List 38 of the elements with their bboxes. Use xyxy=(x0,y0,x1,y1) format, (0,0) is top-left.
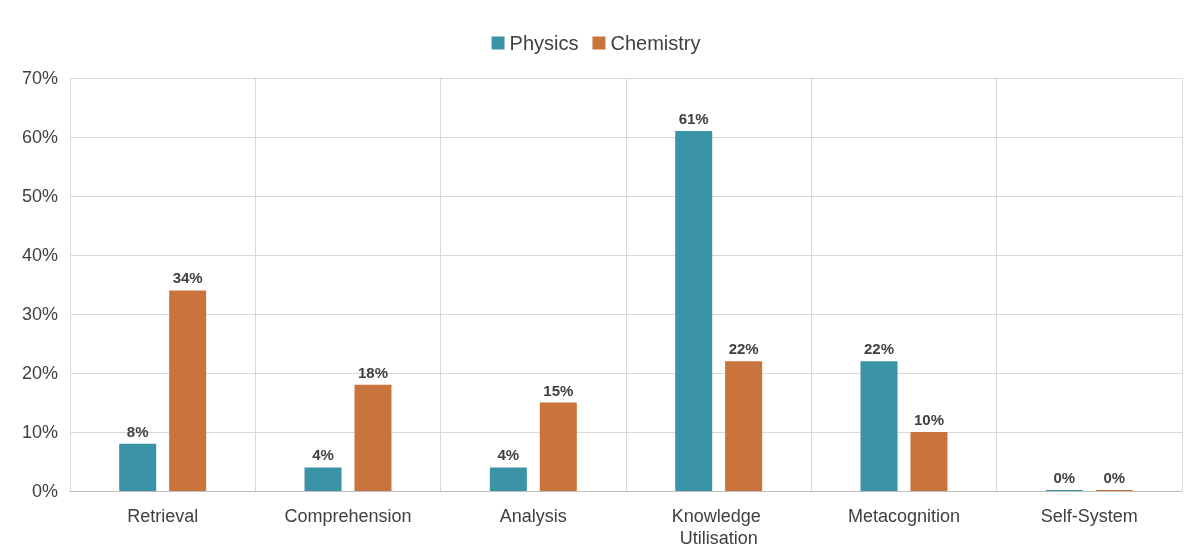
data-label: 18% xyxy=(357,363,388,381)
bar xyxy=(539,402,577,491)
data-label: 4% xyxy=(497,446,520,464)
y-tick-label: 70% xyxy=(21,68,58,88)
legend-label: Physics xyxy=(509,32,579,54)
y-tick-label: 20% xyxy=(21,363,58,383)
x-tick-label: Metacognition xyxy=(847,506,961,526)
x-tick-label: Retrieval xyxy=(127,506,199,526)
y-tick-label: 10% xyxy=(21,422,58,442)
y-tick-label: 0% xyxy=(31,481,58,501)
data-label: 34% xyxy=(172,269,203,287)
x-tick-label: Knowledge Utilisation xyxy=(671,506,766,548)
legend-label: Chemistry xyxy=(610,32,701,54)
data-label: 61% xyxy=(678,110,709,128)
x-tick-label: Analysis xyxy=(499,506,567,526)
data-label: 22% xyxy=(728,340,759,358)
data-label: 4% xyxy=(312,446,334,464)
data-label: 10% xyxy=(913,411,944,428)
y-tick-label: 50% xyxy=(21,186,58,206)
bar xyxy=(860,361,898,491)
bar xyxy=(725,361,763,491)
x-tick-label: Comprehension xyxy=(284,506,412,526)
data-label: 22% xyxy=(864,340,895,358)
y-tick-label: 30% xyxy=(21,304,58,324)
bar xyxy=(304,467,342,491)
bar xyxy=(119,443,157,491)
data-label: 0% xyxy=(1053,469,1076,486)
bar xyxy=(910,432,948,491)
data-label: 8% xyxy=(126,422,149,440)
bar xyxy=(489,467,527,491)
y-tick-label: 60% xyxy=(21,127,58,147)
x-tick-label: Self-System xyxy=(1040,506,1138,526)
bar xyxy=(675,131,713,491)
data-label: 15% xyxy=(543,381,574,399)
data-label: 0% xyxy=(1103,469,1126,486)
bar xyxy=(169,290,207,491)
y-tick-label: 40% xyxy=(21,245,58,265)
bar xyxy=(354,384,392,491)
